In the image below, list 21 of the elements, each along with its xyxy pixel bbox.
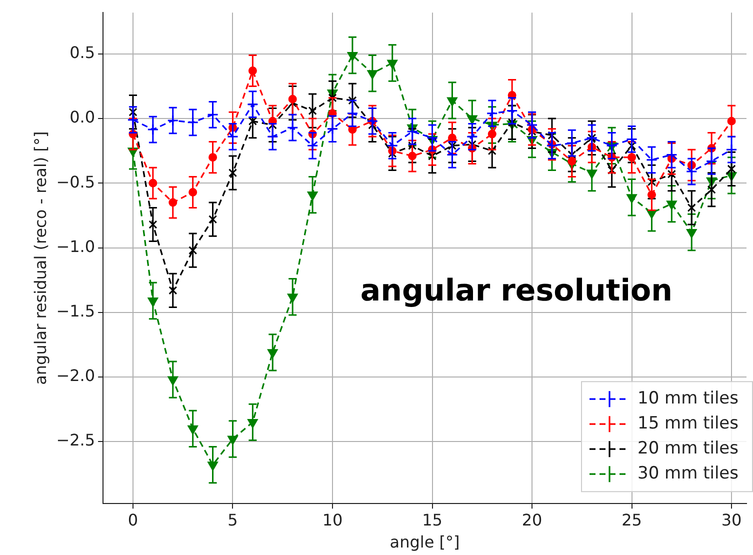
y-tick-label: −2.0: [56, 366, 96, 386]
y-axis-title: angular residual (reco - real) [°]: [30, 131, 50, 385]
y-tick-label: −1.5: [56, 302, 96, 321]
y-tick-label: −1.0: [56, 236, 96, 256]
y-tick-label: 0.0: [70, 108, 96, 127]
y-tick-label: −2.5: [56, 430, 96, 450]
x-tick-label: 15: [422, 510, 442, 530]
legend-label: 15 mm tiles: [638, 414, 739, 434]
x-tick-label: 5: [228, 510, 238, 530]
y-tick-label: 0.5: [70, 43, 96, 62]
y-tick-label: −0.5: [56, 172, 96, 192]
annotation: angular resolution: [360, 273, 672, 308]
legend-label: 20 mm tiles: [638, 438, 739, 459]
legend-label: 30 mm tiles: [638, 464, 739, 484]
x-axis-title: angle [°]: [390, 532, 460, 552]
x-tick-label: 25: [622, 510, 642, 530]
x-tick-label: 0: [128, 510, 138, 530]
legend-label: 10 mm tiles: [638, 388, 739, 409]
x-tick-label: 20: [522, 510, 542, 530]
x-tick-label: 30: [721, 510, 742, 530]
x-tick-label: 10: [322, 510, 343, 530]
